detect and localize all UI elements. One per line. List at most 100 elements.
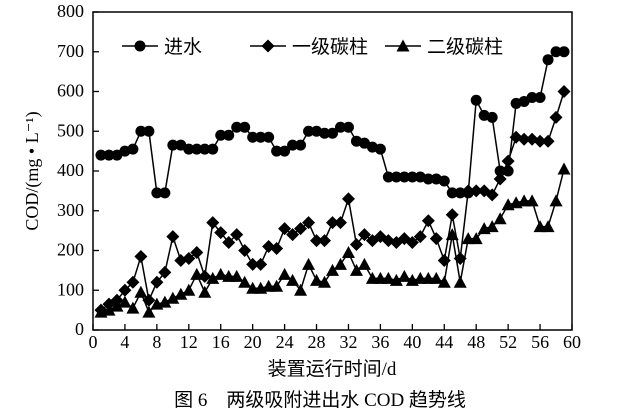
data-point-triangle [349,263,363,276]
x-tick-label: 8 [152,332,161,352]
y-tick-label: 100 [57,279,84,299]
data-point-diamond [134,249,148,263]
data-point-diamond [230,228,244,242]
data-point-circle [215,129,227,141]
data-point-circle [183,143,195,155]
data-point-diamond [461,184,475,198]
data-point-triangle [206,271,220,284]
data-point-triangle [381,271,395,284]
data-point-circle [239,121,251,133]
data-point-triangle [557,162,571,175]
data-point-triangle [118,295,132,308]
data-point-triangle [341,245,355,258]
x-tick-label: 0 [89,332,98,352]
legend-label: 二级碳柱 [427,36,503,58]
data-point-triangle [437,275,451,288]
data-point-triangle [357,257,371,270]
data-point-diamond [166,230,180,244]
data-point-diamond [254,257,268,271]
data-point-diamond [222,236,236,250]
data-point-triangle [286,273,300,286]
y-axis-label: COD/(mg • L⁻¹) [22,111,43,230]
data-point-circle [534,91,546,103]
y-tick-label: 500 [57,120,84,140]
x-tick-label: 20 [244,332,262,352]
data-point-circle [199,143,211,155]
figure-caption: 图 6 两级吸附进出水 COD 趋势线 [174,389,466,411]
data-point-diamond [126,275,140,289]
data-point-diamond [310,234,324,248]
data-point-circle [223,129,235,141]
data-point-triangle [389,273,403,286]
data-point-triangle [326,263,339,276]
data-point-circle [143,125,155,137]
data-point-diamond [413,230,427,244]
data-point-triangle [142,305,156,318]
legend-label: 一级碳柱 [292,36,368,58]
data-point-diamond [357,228,371,242]
data-point-diamond [469,184,483,198]
data-point-triangle [126,301,140,314]
data-point-triangle [294,283,308,296]
x-tick-label: 32 [339,332,357,352]
data-point-triangle [166,291,180,304]
data-point-diamond [270,242,284,256]
x-tick-label: 56 [531,332,549,352]
x-tick-label: 28 [308,332,326,352]
data-point-circle [247,131,259,143]
data-point-triangle [453,275,467,288]
data-point-circle [279,145,291,157]
data-point-diamond [541,134,555,148]
data-point-circle [422,173,434,185]
x-tick-label: 52 [499,332,517,352]
x-tick-label: 48 [467,332,485,352]
data-point-diamond [533,134,547,148]
y-tick-label: 400 [57,160,84,180]
data-point-circle [295,139,307,151]
data-point-circle [327,127,338,139]
data-point-triangle [278,267,292,280]
y-tick-label: 800 [57,1,84,21]
data-point-circle [470,94,482,106]
data-point-triangle [429,271,443,284]
y-tick-label: 0 [75,319,84,339]
data-point-diamond [349,238,363,252]
data-point-circle [390,171,402,183]
data-point-diamond [214,226,228,240]
data-point-circle [103,149,115,161]
data-point-circle [319,127,331,139]
data-point-triangle [190,267,204,280]
data-point-circle [374,143,386,155]
data-point-triangle [541,220,555,233]
data-point-triangle [445,228,459,241]
data-point-diamond [326,216,339,230]
x-tick-label: 16 [212,332,230,352]
data-point-circle [446,187,458,199]
data-point-circle [334,121,346,133]
data-point-circle [287,139,299,151]
y-tick-label: 700 [57,41,84,61]
data-point-diamond [557,85,571,98]
data-point-circle [398,171,410,183]
series-line-2 [100,91,565,311]
data-point-diamond [238,244,252,257]
x-tick-label: 4 [120,332,129,352]
data-point-triangle [549,194,563,207]
x-tick-label: 60 [563,332,581,352]
data-point-triangle [302,257,316,270]
data-point-circle [167,139,179,151]
x-tick-label: 44 [435,332,453,352]
x-tick-label: 24 [276,332,294,352]
data-point-diamond [429,232,443,246]
x-tick-label: 12 [180,332,198,352]
data-point-diamond [302,216,316,230]
data-point-diamond [182,251,196,265]
series-line-1 [100,51,565,194]
data-point-triangle [102,303,116,316]
data-point-circle [151,187,163,199]
data-point-circle [95,149,107,161]
data-point-circle [558,46,570,58]
x-tick-label: 36 [371,332,389,352]
data-point-diamond [286,228,300,242]
